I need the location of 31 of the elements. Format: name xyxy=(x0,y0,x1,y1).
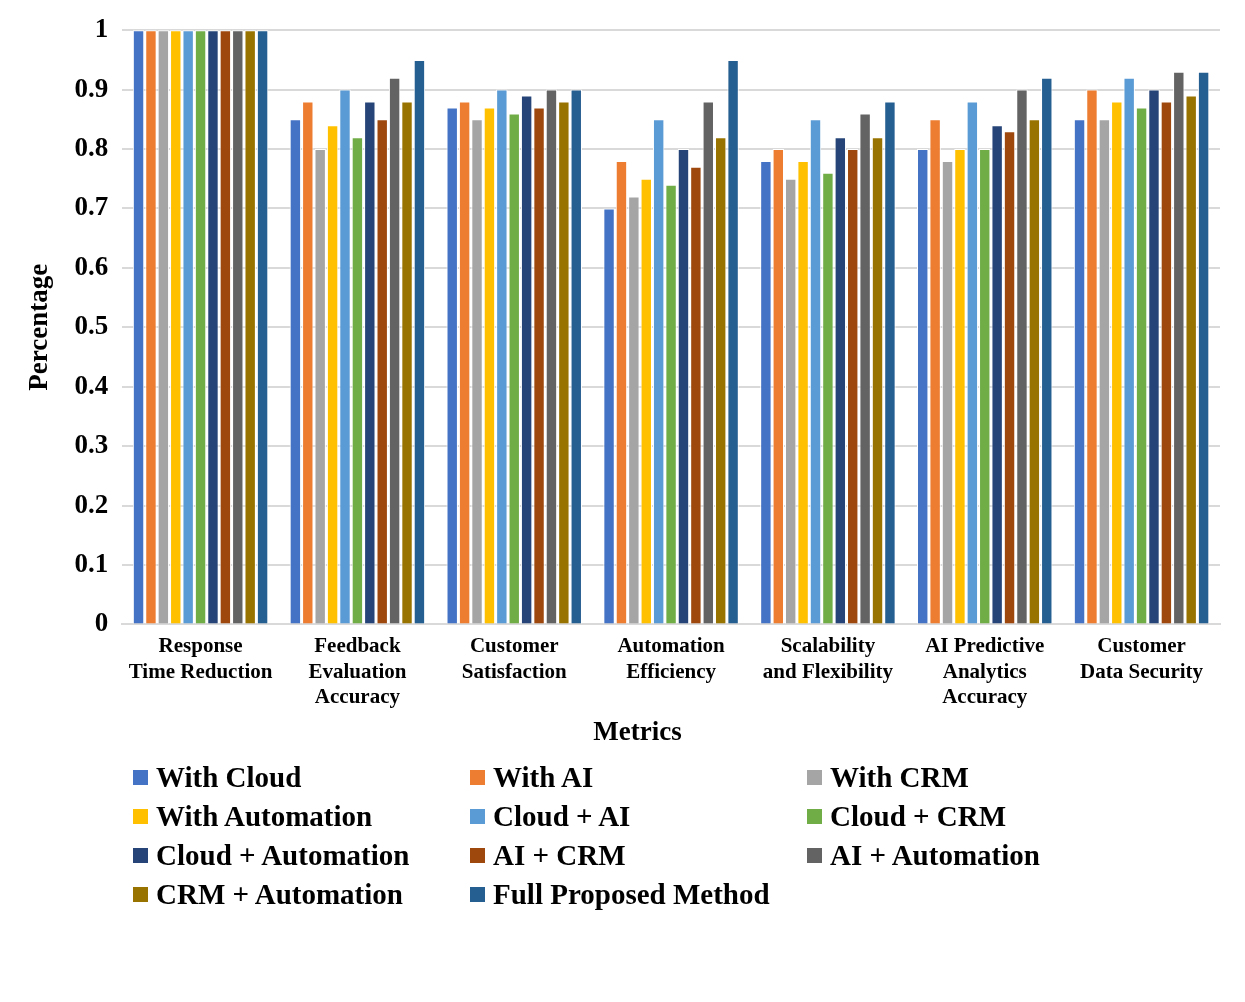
x-tick-label: Feedback Evaluation Accuracy xyxy=(308,633,407,708)
x-tick-label: AI Predictive Analytics Accuracy xyxy=(925,633,1045,708)
legend-label: With AI xyxy=(493,761,594,794)
legend-label: AI + Automation xyxy=(830,839,1040,872)
y-tick-label: 0 xyxy=(94,607,109,638)
y-tick-label: 0.5 xyxy=(74,310,109,341)
legend-label: Cloud + CRM xyxy=(830,800,1007,833)
y-axis-title: Percentage xyxy=(23,263,54,391)
y-tick-label: 0.4 xyxy=(74,369,109,400)
legend-label: With CRM xyxy=(830,761,969,794)
legend-label: With Automation xyxy=(156,800,373,833)
legend-label: Cloud + AI xyxy=(493,800,631,833)
legend-label: AI + CRM xyxy=(493,839,626,872)
y-tick-label: 1 xyxy=(94,13,109,44)
y-tick-label: 0.6 xyxy=(74,250,109,281)
legend-label: CRM + Automation xyxy=(156,878,403,911)
y-tick-label: 0.9 xyxy=(74,72,109,103)
x-tick-label: Response Time Reduction xyxy=(128,633,273,683)
x-tick-label: Scalability and Flexibility xyxy=(762,633,894,683)
x-tick-label: Customer Satisfaction xyxy=(461,633,568,683)
x-tick-label: Automation Efficiency xyxy=(617,633,726,683)
y-tick-label: 0.3 xyxy=(74,429,109,460)
legend-label: Cloud + Automation xyxy=(156,839,410,872)
y-tick-label: 0.8 xyxy=(74,132,109,163)
y-tick-label: 0.7 xyxy=(74,191,109,222)
legend-label: With Cloud xyxy=(156,761,302,794)
y-tick-label: 0.2 xyxy=(74,488,109,519)
x-tick-label: Customer Data Security xyxy=(1080,633,1204,683)
legend-label: Full Proposed Method xyxy=(493,878,770,911)
x-axis-title: Metrics xyxy=(592,716,683,747)
y-tick-label: 0.1 xyxy=(74,547,109,578)
